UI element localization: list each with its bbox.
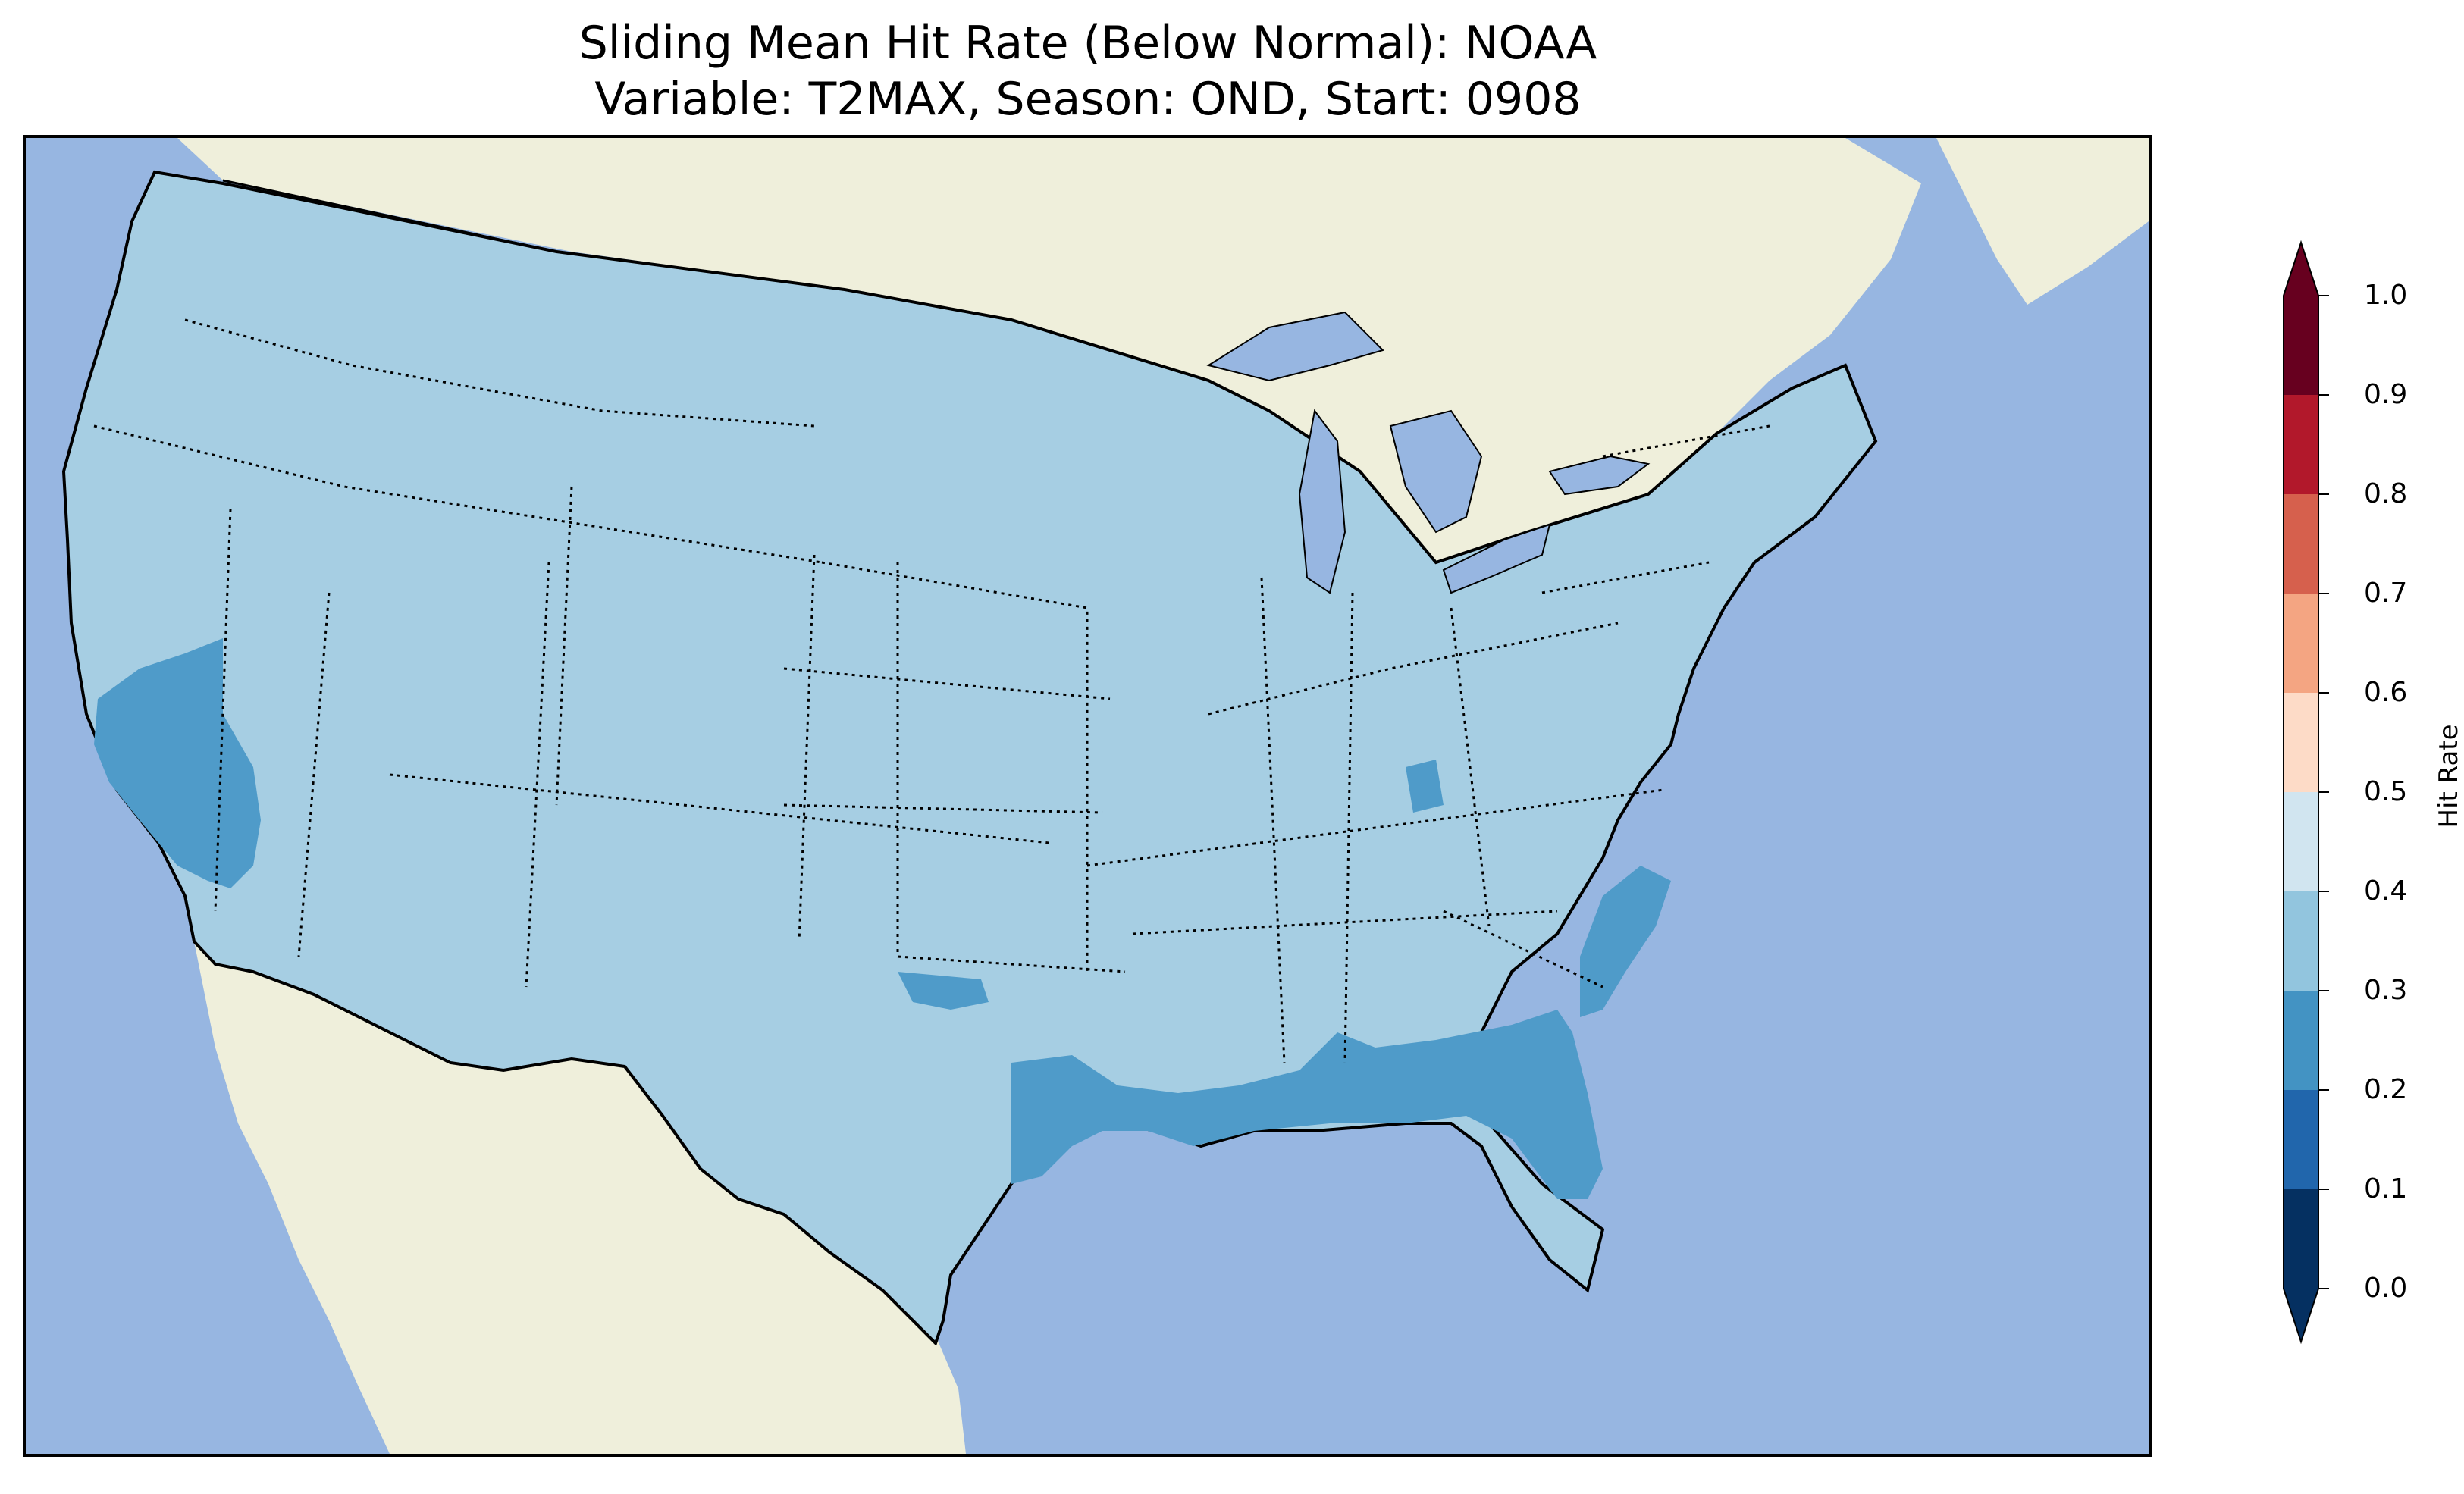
lake-ontario (1548, 455, 1651, 496)
great-lakes (1206, 311, 1651, 594)
colorbar-tick-label: 0.8 (2364, 478, 2408, 509)
state-line-2 (525, 562, 550, 988)
colorbar-tick-label: 0.9 (2364, 379, 2408, 410)
state-line-21 (184, 318, 815, 428)
colorbar-extend-max (2284, 243, 2318, 296)
colorbar-bin-0.5-0.6 (2284, 693, 2318, 792)
colorbar-bin-0.0-0.1 (2284, 1189, 2318, 1289)
colorbar-bin-0.1-0.2 (2284, 1090, 2318, 1189)
canada-land (177, 138, 1921, 562)
maritimes-land (1936, 138, 2149, 305)
colorbar-graphic (2283, 240, 2329, 1345)
colorbar-bin-0.4-0.5 (2284, 792, 2318, 891)
california-low-hit-region (94, 638, 261, 888)
map-title: Sliding Mean Hit Rate (Below Normal): NO… (23, 15, 2153, 127)
west-texas-low-hit-region (898, 972, 989, 1010)
state-line-20 (896, 562, 1126, 973)
colorbar-tick-label: 0.3 (2364, 975, 2408, 1006)
gulf-coast-low-hit-region (1011, 1010, 1603, 1199)
canada-us-border (222, 179, 1012, 321)
colorbar-extend-min (2284, 1289, 2318, 1342)
hit-0.2-0.3-regions (94, 638, 1671, 1199)
state-line-12 (1132, 910, 1558, 935)
southeast-coast-low-hit-region (1580, 866, 1671, 1017)
kentucky-low-hit-region (1406, 760, 1444, 813)
state-line-13 (1260, 577, 1286, 1063)
baja-peninsula (215, 972, 420, 1427)
colorbar-tick-label: 1.0 (2364, 280, 2408, 311)
conus-map (26, 138, 2149, 1454)
state-line-15 (1450, 607, 1491, 927)
state-line-3 (214, 509, 232, 912)
colorbar-bin-0.3-0.4 (2284, 891, 2318, 991)
colorbar-label: Hit Rate (2434, 724, 2464, 828)
lake-superior (1206, 311, 1384, 382)
colorbar-tick-label: 0.0 (2364, 1273, 2408, 1304)
state-line-6 (555, 486, 573, 806)
state-line-17 (1541, 561, 1710, 594)
colorbar-bin-0.9-1.0 (2284, 296, 2318, 395)
colorbar-bin-0.8-0.9 (2284, 395, 2318, 494)
colorbar-tick-label: 0.1 (2364, 1173, 2408, 1204)
lake-michigan (1298, 409, 1346, 594)
state-boundaries (93, 318, 1770, 1063)
state-line-9 (783, 667, 1111, 700)
colorbar-bin-0.6-0.7 (2284, 594, 2318, 693)
state-line-11 (1086, 788, 1664, 867)
colorbar-tick-label: 0.4 (2364, 875, 2408, 907)
state-line-10 (783, 803, 1103, 814)
title-line-2: Variable: T2MAX, Season: OND, Start: 090… (594, 73, 1582, 126)
state-line-14 (1343, 592, 1354, 1063)
title-line-1: Sliding Mean Hit Rate (Below Normal): NO… (578, 17, 1597, 70)
colorbar-bin-0.7-0.8 (2284, 494, 2318, 594)
colorbar-tick-label: 0.2 (2364, 1074, 2408, 1105)
state-line-1 (93, 424, 823, 564)
lake-erie (1442, 523, 1551, 594)
lake-huron (1389, 409, 1483, 534)
state-line-18 (1443, 910, 1603, 988)
map-panel (23, 135, 2152, 1457)
state-line-4 (297, 592, 331, 957)
state-line-16 (1208, 622, 1619, 716)
state-line-19 (1602, 424, 1770, 458)
colorbar-bin-0.2-0.3 (2284, 991, 2318, 1090)
colorbar-tick-label: 0.7 (2364, 578, 2408, 609)
colorbar-tick-label: 0.6 (2364, 677, 2408, 708)
colorbar-tick-label: 0.5 (2364, 776, 2408, 807)
colorbar (2267, 189, 2335, 1364)
